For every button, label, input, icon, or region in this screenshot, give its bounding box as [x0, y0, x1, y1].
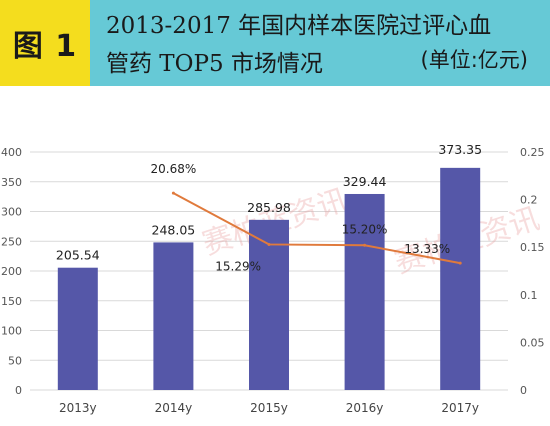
bar [440, 167, 481, 390]
bar [57, 267, 98, 390]
x-axis-tick-label: 2017y [441, 401, 479, 415]
y-axis-tick-label: 100 [1, 325, 22, 338]
bar-data-label: 248.05 [152, 222, 196, 237]
growth-point [458, 261, 462, 265]
y2-axis-tick-label: 0.15 [520, 241, 545, 254]
growth-data-label: 13.33% [404, 242, 450, 256]
bar-data-label: 373.35 [438, 142, 482, 157]
x-axis-tick-label: 2015y [250, 401, 288, 415]
y2-axis-tick-label: 0.05 [520, 336, 545, 349]
y-axis-tick-label: 0 [15, 384, 22, 397]
y-axis-tick-label: 200 [1, 265, 22, 278]
y-axis-tick-label: 250 [1, 235, 22, 248]
y-axis-tick-label: 350 [1, 176, 22, 189]
growth-line [172, 192, 461, 265]
x-axis-tick-label: 2014y [155, 401, 193, 415]
x-axis-tick-label: 2016y [346, 401, 384, 415]
y2-axis-tick-label: 0.1 [520, 289, 538, 302]
chart-title-line-2: 管药 TOP5 市场情况 [106, 51, 323, 77]
y-axis-tick-label: 150 [1, 295, 22, 308]
bar [344, 193, 385, 390]
x-axis-tick-label: 2013y [59, 401, 97, 415]
growth-point [171, 191, 175, 195]
bar [153, 242, 194, 390]
y-axis-tick-label: 50 [8, 354, 22, 367]
growth-data-label: 15.29% [215, 259, 261, 273]
bar-data-label: 329.44 [343, 174, 387, 189]
y2-axis-tick-label: 0.25 [520, 146, 545, 159]
growth-point [267, 242, 271, 246]
y2-axis-tick-label: 0.2 [520, 194, 538, 207]
growth-point [363, 243, 367, 247]
title-banner: 图 1 2013-2017 年国内样本医院过评心血 管药 TOP5 市场情况 (… [0, 0, 550, 86]
combo-chart: 0 50 100 150 200 250 300 350 400 0 0.05 0.1 0.15 0.2 0… [1, 142, 545, 415]
figure-badge: 图 1 [0, 0, 90, 86]
y2-axis-tick-label: 0 [520, 384, 527, 397]
bar-data-label: 285.98 [247, 200, 291, 215]
bar [249, 219, 289, 390]
growth-data-label: 15.20% [342, 222, 388, 236]
growth-data-label: 20.68% [151, 162, 197, 176]
bar-data-label: 205.54 [56, 248, 100, 263]
figure-number: 图 1 [12, 29, 78, 64]
chart-title-line-1: 2013-2017 年国内样本医院过评心血 [106, 13, 492, 39]
y-axis-tick-label: 400 [1, 146, 22, 159]
y-axis-tick-label: 300 [1, 206, 22, 219]
unit-label: (单位:亿元) [420, 48, 528, 72]
